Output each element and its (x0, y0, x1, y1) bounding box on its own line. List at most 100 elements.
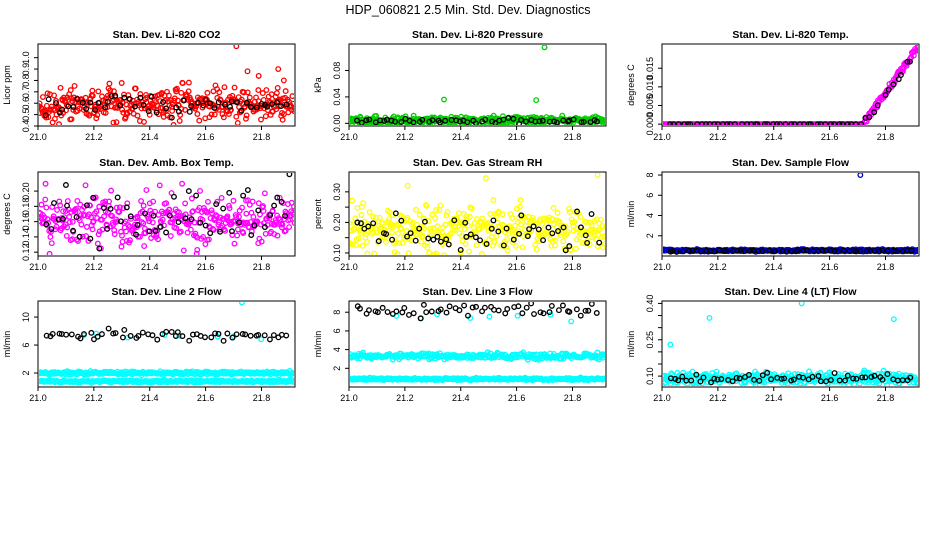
data-point (700, 374, 707, 381)
data-point (907, 374, 914, 381)
data-point (479, 215, 486, 222)
data-point (204, 89, 211, 96)
data-point (248, 228, 255, 235)
data-point (374, 309, 381, 316)
data-point (395, 230, 401, 237)
data-point (533, 97, 540, 104)
data-point (94, 333, 101, 340)
data-point (251, 222, 258, 229)
data-point (856, 248, 863, 255)
data-point (420, 302, 427, 308)
data-point (560, 224, 567, 231)
x-tick-label: 21.2 (396, 393, 414, 403)
data-point (74, 197, 81, 204)
data-point (885, 86, 892, 93)
y-tick-label: 0.20 (332, 214, 342, 232)
data-point (788, 121, 795, 125)
data-point (224, 330, 231, 337)
y-tick-label: 0.10 (332, 244, 342, 262)
data-point (196, 117, 203, 124)
data-point (217, 228, 223, 235)
data-point (407, 230, 414, 237)
data-point (210, 226, 217, 233)
data-point (761, 121, 768, 125)
data-point (81, 331, 87, 337)
data-point (495, 208, 502, 215)
data-point (711, 248, 718, 255)
y-tick-label: 2 (645, 233, 655, 238)
data-point (56, 121, 62, 125)
data-point (134, 221, 141, 228)
data-point (487, 210, 494, 217)
data-point (477, 237, 483, 244)
data-point (239, 204, 246, 211)
data-point (126, 96, 133, 102)
data-point (207, 100, 213, 107)
data-point (101, 213, 108, 220)
data-point (64, 224, 71, 231)
data-point (364, 239, 371, 245)
data-point (279, 116, 286, 123)
data-point (182, 200, 189, 207)
data-point (150, 212, 157, 219)
data-point (197, 187, 203, 194)
data-point (233, 45, 240, 50)
data-point (602, 351, 605, 358)
data-point (515, 303, 522, 310)
data-point (564, 228, 571, 235)
data-point (481, 221, 488, 228)
data-point (137, 91, 144, 98)
data-point (146, 228, 153, 235)
y-tick-label: 2 (21, 371, 31, 376)
data-point (165, 92, 172, 99)
data-point (188, 195, 195, 202)
data-point (582, 307, 589, 314)
data-point (202, 334, 208, 341)
data-point (107, 205, 114, 212)
data-point (562, 247, 569, 254)
data-point (230, 197, 237, 204)
data-point (457, 246, 464, 253)
data-point (510, 115, 517, 122)
data-point (353, 242, 360, 249)
data-point (177, 112, 184, 118)
data-point (194, 111, 201, 117)
data-point (77, 335, 84, 342)
data-point (573, 226, 580, 233)
x-tick-label: 21.8 (564, 132, 582, 142)
series-dense (663, 173, 918, 255)
data-point (464, 119, 471, 125)
data-point (809, 373, 816, 380)
data-point (443, 212, 450, 219)
panel-title: Stan. Dev. Line 3 Flow (422, 286, 533, 298)
plot-frame (37, 43, 296, 127)
data-point (673, 248, 680, 255)
data-point (102, 198, 109, 205)
panel-title: Stan. Dev. Line 4 (LT) Flow (724, 286, 857, 298)
data-point (88, 214, 94, 221)
data-point (49, 331, 56, 337)
data-point (675, 377, 682, 384)
data-point (350, 197, 355, 204)
data-point (423, 202, 430, 209)
data-point (428, 308, 435, 315)
data-point (246, 201, 253, 208)
data-point (675, 121, 682, 125)
series-sparse (42, 92, 290, 121)
x-tick-label: 21.8 (564, 393, 582, 403)
y-axis-label: Licor ppm (2, 65, 12, 105)
data-point (194, 99, 201, 106)
data-point (160, 99, 167, 105)
data-point (151, 227, 158, 233)
data-point (218, 194, 225, 201)
data-point (876, 248, 883, 255)
y-axis-label: ml/min (2, 331, 12, 358)
data-point (890, 81, 897, 88)
data-point (45, 96, 52, 103)
data-point (202, 96, 209, 103)
data-point (788, 377, 795, 384)
data-point (258, 336, 265, 343)
data-point (858, 121, 865, 125)
data-point (499, 211, 506, 218)
data-point (46, 250, 53, 255)
